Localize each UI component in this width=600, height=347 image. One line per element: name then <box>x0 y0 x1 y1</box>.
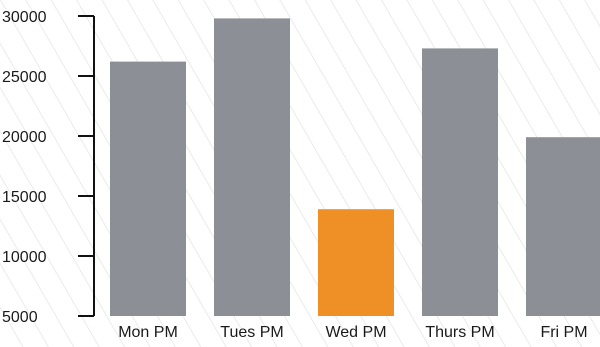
y-tick-label: 5000 <box>2 309 38 326</box>
y-tick-label: 20000 <box>2 129 47 146</box>
x-axis-labels: Mon PM Tues PM Wed PM Thurs PM Fri PM <box>118 324 587 341</box>
x-tick-label: Mon PM <box>118 324 178 341</box>
bar-wed-pm <box>318 209 394 316</box>
y-tick-label: 25000 <box>2 69 47 86</box>
bar-thurs-pm <box>422 48 498 317</box>
bars-layer <box>110 18 600 317</box>
x-tick-label: Tues PM <box>220 324 283 341</box>
x-tick-label: Thurs PM <box>425 324 494 341</box>
y-tick-label: 10000 <box>2 249 47 266</box>
bar-tues-pm <box>214 18 290 317</box>
bar-fri-pm <box>526 137 600 316</box>
y-tick-label: 15000 <box>2 189 47 206</box>
x-tick-label: Wed PM <box>325 324 386 341</box>
bar-mon-pm <box>110 61 186 316</box>
x-tick-label: Fri PM <box>540 324 587 341</box>
y-axis: 5000 10000 15000 20000 25000 30000 <box>2 9 95 326</box>
y-tick-label: 30000 <box>2 9 47 26</box>
